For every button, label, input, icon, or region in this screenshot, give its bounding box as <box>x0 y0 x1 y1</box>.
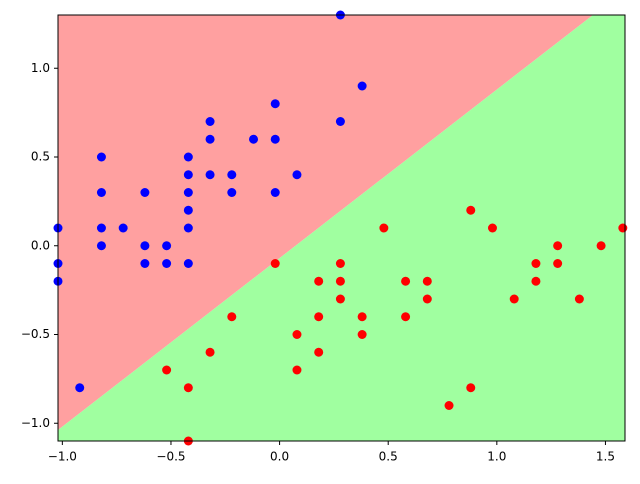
point <box>401 312 411 322</box>
point <box>162 259 172 268</box>
point <box>118 223 128 233</box>
plot-frame <box>57 14 626 442</box>
point <box>531 259 541 268</box>
point <box>205 134 215 144</box>
point <box>227 170 237 180</box>
point <box>162 365 172 375</box>
point <box>401 276 411 286</box>
point <box>292 170 302 180</box>
point <box>553 259 563 268</box>
point <box>183 170 193 180</box>
point <box>422 294 432 304</box>
y-tick-label: 0.5 <box>31 150 50 164</box>
point <box>466 383 476 393</box>
point <box>96 188 106 197</box>
point <box>357 312 367 322</box>
y-tick-label: −1.0 <box>21 416 50 430</box>
point <box>183 223 193 233</box>
point <box>140 241 150 251</box>
point <box>335 117 345 126</box>
point <box>205 170 215 180</box>
point <box>205 347 215 357</box>
point <box>270 188 280 197</box>
x-tick-label: −1.0 <box>48 450 77 464</box>
point <box>140 259 150 268</box>
point <box>357 330 367 339</box>
point <box>96 152 106 162</box>
point <box>249 134 259 144</box>
point <box>183 188 193 197</box>
x-tick-label: −0.5 <box>156 450 185 464</box>
x-tick-label: 1.0 <box>487 450 506 464</box>
point <box>487 223 497 233</box>
point <box>618 223 628 233</box>
point <box>183 383 193 393</box>
point <box>270 99 280 109</box>
point <box>509 294 519 304</box>
point <box>596 241 606 251</box>
point <box>553 241 563 251</box>
class-region <box>58 15 625 441</box>
point <box>314 347 324 357</box>
point <box>335 276 345 286</box>
point <box>379 223 389 233</box>
point <box>96 223 106 233</box>
point <box>335 259 345 268</box>
point <box>314 276 324 286</box>
x-tick-label: 0.0 <box>270 450 289 464</box>
y-tick-label: 1.0 <box>31 61 50 75</box>
point <box>314 312 324 322</box>
point <box>227 312 237 322</box>
point <box>335 294 345 304</box>
x-tick-label: 1.5 <box>596 450 615 464</box>
point <box>183 259 193 268</box>
point <box>466 205 476 215</box>
point <box>270 134 280 144</box>
point <box>162 241 172 251</box>
point <box>292 365 302 375</box>
point <box>531 276 541 286</box>
point <box>292 330 302 339</box>
point <box>227 188 237 197</box>
point <box>75 383 85 393</box>
point <box>183 205 193 215</box>
point <box>444 401 454 410</box>
point <box>205 117 215 126</box>
point <box>140 188 150 197</box>
point <box>270 259 280 268</box>
point <box>574 294 584 304</box>
x-tick-label: 0.5 <box>379 450 398 464</box>
y-tick-label: 0.0 <box>31 238 50 252</box>
point <box>183 152 193 162</box>
point <box>422 276 432 286</box>
point <box>357 81 367 91</box>
point <box>96 241 106 251</box>
y-tick-label: −0.5 <box>21 327 50 341</box>
